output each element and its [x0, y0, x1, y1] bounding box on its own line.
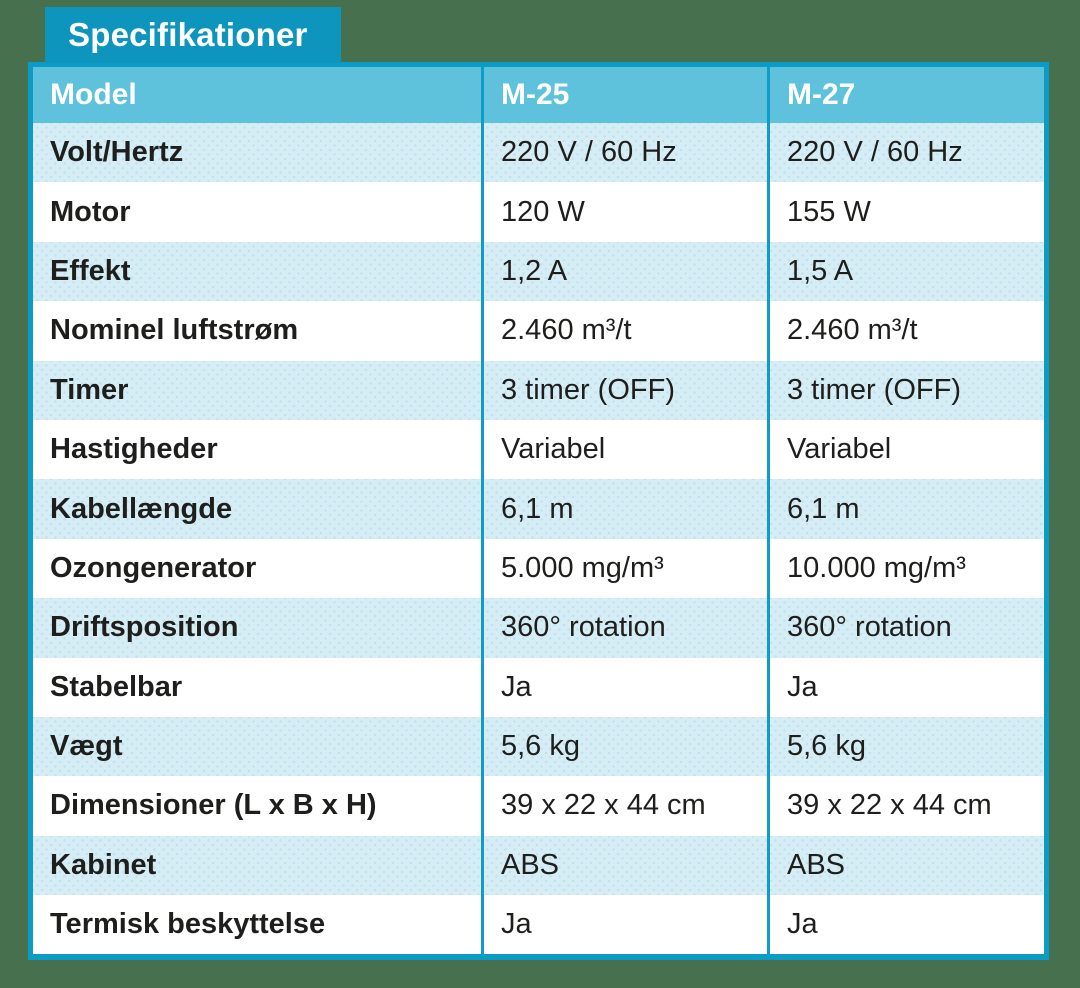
table-row: Dimensioner (L x B x H) 39 x 22 x 44 cm … [33, 776, 1044, 836]
spec-label-cell: Timer [50, 373, 129, 406]
table-row: Ozongenerator 5.000 mg/m³ 10.000 mg/m³ [33, 538, 1044, 599]
table-row: Stabelbar Ja Ja [33, 657, 1044, 717]
m25-value-cell: 2.460 m³/t [481, 301, 767, 361]
m25-value-cell: 120 W [481, 182, 767, 242]
table-row: Motor 120 W 155 W [33, 182, 1044, 242]
spec-label-cell: Motor [50, 195, 131, 228]
table-row: Termisk beskyttelse Ja Ja [33, 895, 1044, 955]
m25-value-cell: 360° rotation [481, 598, 767, 658]
m27-value-cell: 39 x 22 x 44 cm [767, 776, 1044, 836]
m25-value-cell: Variabel [481, 419, 767, 480]
spec-label-cell: Kabellængde [50, 492, 233, 525]
m25-value-cell: 1,2 A [481, 241, 767, 302]
table-row: Driftsposition 360° rotation 360° rotati… [33, 598, 1044, 658]
spec-table: Model M-25 M-27 Volt/Hertz 220 V / 60 Hz… [28, 62, 1049, 961]
m25-value-cell: Ja [481, 657, 767, 717]
page-title: Specifikationer [68, 16, 308, 53]
m27-value-cell: 155 W [767, 182, 1044, 242]
m25-value-cell: 3 timer (OFF) [481, 360, 767, 420]
spec-label-cell: Stabelbar [50, 670, 183, 703]
spec-label-cell: Volt/Hertz [50, 136, 184, 169]
m27-value-cell: 2.460 m³/t [767, 301, 1044, 361]
m27-value-cell: 1,5 A [767, 241, 1044, 302]
spec-label-cell: Vægt [50, 730, 123, 763]
table-row: Vægt 5,6 kg 5,6 kg [33, 716, 1044, 777]
m25-value-cell: 5,6 kg [481, 716, 767, 777]
spec-label-cell: Driftsposition [50, 611, 239, 644]
m25-value-cell: 6,1 m [481, 479, 767, 539]
table-row: Volt/Hertz 220 V / 60 Hz 220 V / 60 Hz [33, 123, 1044, 183]
m27-value-cell: Variabel [767, 419, 1044, 480]
m25-value-cell: 5.000 mg/m³ [481, 538, 767, 599]
header-cell-m25: M-25 [481, 67, 767, 123]
table-row: Timer 3 timer (OFF) 3 timer (OFF) [33, 360, 1044, 420]
m27-value-cell: Ja [767, 657, 1044, 717]
m25-value-cell: ABS [481, 835, 767, 896]
table-row: Effekt 1,2 A 1,5 A [33, 241, 1044, 302]
table-row: Nominel luftstrøm 2.460 m³/t 2.460 m³/t [33, 301, 1044, 361]
spec-label-cell: Kabinet [50, 848, 157, 881]
m27-value-cell: 3 timer (OFF) [767, 360, 1044, 420]
spec-label-cell: Ozongenerator [50, 551, 257, 584]
m27-value-cell: 10.000 mg/m³ [767, 538, 1044, 599]
table-row: Kabinet ABS ABS [33, 835, 1044, 896]
m27-value-cell: Ja [767, 895, 1044, 955]
m27-value-cell: 5,6 kg [767, 716, 1044, 777]
m27-value-cell: ABS [767, 835, 1044, 896]
table-header-row: Model M-25 M-27 [33, 67, 1044, 123]
specifications-tab: Specifikationer [45, 7, 341, 63]
spec-label-cell: Effekt [50, 254, 131, 287]
m25-value-cell: 220 V / 60 Hz [481, 123, 767, 183]
spec-label-cell: Dimensioner (L x B x H) [50, 789, 377, 822]
spec-label-cell: Termisk beskyttelse [50, 908, 326, 941]
m27-value-cell: 220 V / 60 Hz [767, 123, 1044, 183]
table-row: Hastigheder Variabel Variabel [33, 419, 1044, 480]
spec-label-cell: Nominel luftstrøm [50, 314, 299, 347]
m27-value-cell: 6,1 m [767, 479, 1044, 539]
m25-value-cell: 39 x 22 x 44 cm [481, 776, 767, 836]
spec-label-cell: Hastigheder [50, 433, 218, 466]
header-cell-m27: M-27 [767, 67, 1044, 123]
header-cell-model: Model [50, 78, 137, 111]
m25-value-cell: Ja [481, 895, 767, 955]
m27-value-cell: 360° rotation [767, 598, 1044, 658]
table-row: Kabellængde 6,1 m 6,1 m [33, 479, 1044, 539]
